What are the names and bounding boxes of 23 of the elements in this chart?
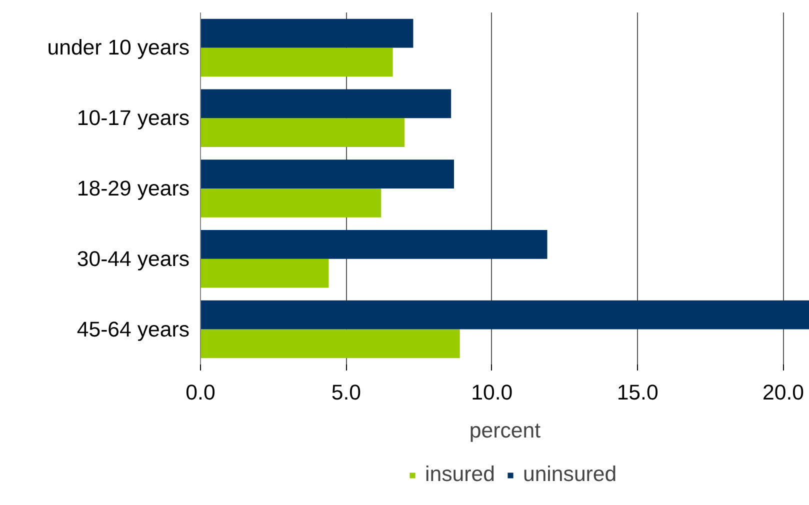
x-tick-label: 0.0 [186, 380, 216, 404]
bar [200, 18, 414, 48]
y-tick-label: 18-29 years [76, 176, 190, 200]
bar [200, 258, 329, 288]
bar [200, 329, 460, 358]
legend-label: uninsured [522, 462, 617, 487]
legend-label: insured [425, 462, 495, 487]
bar [200, 300, 809, 330]
bar [200, 89, 452, 118]
bar [200, 160, 454, 188]
x-tick-label: 10.0 [471, 380, 513, 404]
y-tick-label: 30-44 years [76, 246, 190, 271]
y-tick-label: under 10 years [47, 36, 190, 60]
y-tick-label: 10-17 years [76, 106, 190, 130]
bar [200, 230, 548, 259]
x-tick-label: 5.0 [331, 380, 362, 404]
x-tick-label: 15.0 [616, 380, 658, 404]
bar [200, 48, 393, 77]
bar [200, 118, 404, 147]
x-axis-title: percent [469, 418, 541, 442]
bar [200, 188, 382, 218]
x-tick-label: 20.0 [762, 380, 804, 404]
y-tick-label: 45-64 years [76, 317, 190, 342]
